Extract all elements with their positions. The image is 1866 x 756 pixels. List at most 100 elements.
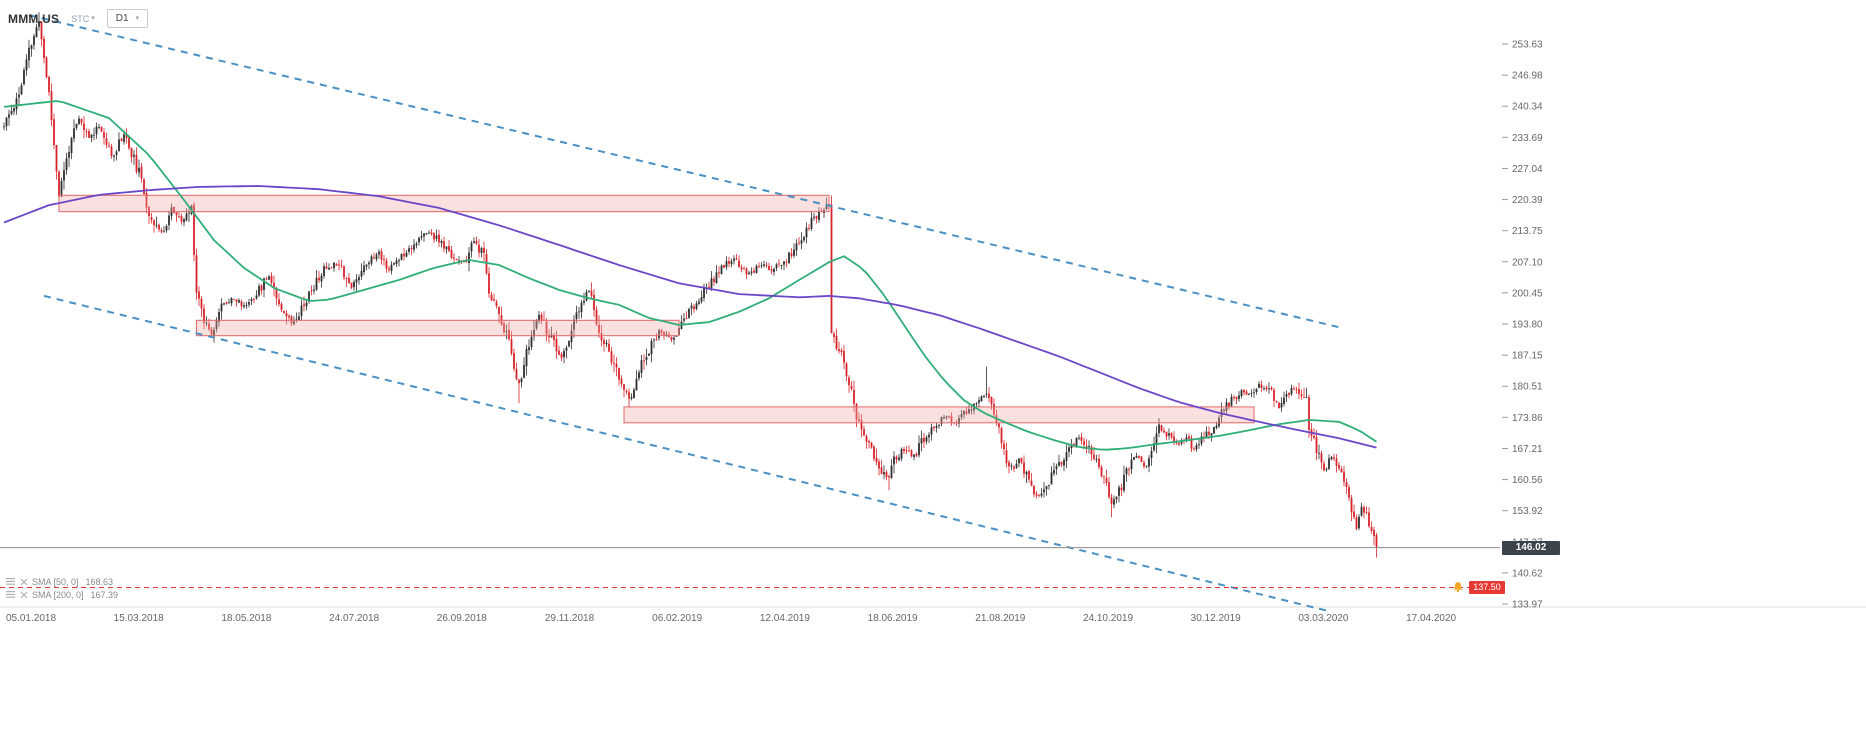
candle-body (1158, 424, 1160, 434)
candle-body (480, 247, 483, 253)
candle-body (260, 285, 263, 291)
candle-body (1175, 442, 1178, 444)
candle-body (20, 85, 23, 95)
candle-body (390, 264, 393, 271)
candle-body (1145, 465, 1148, 467)
candle-body (715, 272, 718, 283)
candle-body (450, 249, 453, 258)
candle-body (1365, 512, 1368, 514)
candle-body (1358, 516, 1360, 529)
candle-body (235, 299, 238, 302)
candle-body (670, 337, 673, 340)
alert-price-tag[interactable]: 137.50 (1469, 581, 1505, 594)
alert-bell-icon[interactable] (1452, 581, 1464, 593)
candle-body (720, 265, 723, 274)
candle-body (1348, 487, 1350, 498)
price-axis-label: 187.15 (1512, 351, 1543, 362)
candle-body (1168, 433, 1170, 436)
candle-body (1338, 464, 1340, 469)
candle-body (188, 212, 190, 214)
candle-body (363, 265, 365, 272)
candle-body (95, 126, 98, 135)
candle-body (870, 442, 873, 448)
candle-body (483, 247, 485, 253)
candle-body (453, 257, 455, 259)
indicator-remove-icon[interactable] (20, 591, 28, 599)
candle-body (648, 353, 650, 356)
candle-body (928, 434, 930, 438)
candle-body (498, 306, 500, 315)
trend-channel-lower[interactable] (43, 294, 1332, 613)
candle-body (868, 441, 870, 443)
candle-body (890, 465, 893, 479)
axes: 253.63 246.98 240.34 233.69 227.04 220.39 213.… (0, 40, 1866, 624)
candle-body (350, 282, 353, 288)
indicator-settings-icon[interactable] (6, 590, 16, 599)
date-axis-label: 24.10.2019 (1083, 613, 1133, 624)
candle-body (903, 449, 905, 452)
candle-body (223, 303, 225, 305)
candle-body (1035, 493, 1038, 496)
candle-body (1298, 388, 1300, 395)
candle-body (1275, 401, 1278, 402)
date-axis-label: 15.03.2018 (114, 613, 164, 624)
candle-body (598, 324, 600, 333)
candle-body (765, 264, 768, 266)
date-axis-label: 17.04.2020 (1406, 613, 1456, 624)
candle-body (900, 449, 903, 459)
candle-body (28, 47, 30, 61)
candle-body (1143, 462, 1145, 467)
resistance-zone[interactable] (196, 319, 680, 337)
candle-body (1040, 493, 1043, 496)
candle-body (710, 278, 713, 288)
candle-body (778, 263, 780, 265)
sma200-line[interactable] (3, 185, 1377, 449)
candle-body (238, 300, 240, 303)
timeframe-dropdown[interactable]: D1 ▾ (106, 9, 149, 28)
sma50-line[interactable] (3, 100, 1377, 451)
candle-body (520, 378, 523, 383)
candle-body (123, 134, 125, 142)
indicator-row-sma50: SMA [50, 0] 168.63 (6, 575, 118, 588)
candle-body (1318, 452, 1320, 454)
resistance-zone[interactable] (623, 406, 1255, 424)
candle-body (600, 333, 603, 341)
candle-body (688, 308, 690, 318)
candle-body (208, 323, 210, 330)
candle-body (613, 362, 615, 364)
exchange-dropdown[interactable]: STC ▾ (71, 14, 95, 24)
candle-body (635, 378, 638, 391)
candle-body (475, 240, 478, 244)
indicator-remove-icon[interactable] (20, 578, 28, 586)
candle-body (505, 330, 508, 332)
indicator-settings-icon[interactable] (6, 577, 16, 586)
candle-body (398, 260, 400, 262)
candle-body (1240, 390, 1243, 396)
candle-body (1085, 445, 1088, 447)
candle-body (1065, 452, 1068, 461)
candle-body (768, 265, 770, 271)
candle-body (108, 145, 110, 147)
candle-body (525, 348, 528, 367)
candle-body (585, 291, 588, 301)
candle-body (10, 111, 13, 114)
candle-body (1335, 458, 1338, 466)
candle-body (1313, 435, 1315, 438)
candle-body (493, 299, 495, 301)
candle-body (800, 240, 803, 244)
candle-body (843, 350, 845, 363)
candle-body (1265, 387, 1268, 390)
candle-body (1013, 466, 1015, 469)
candle-body (1093, 454, 1095, 459)
candle-body (53, 119, 55, 146)
candle-body (375, 254, 378, 260)
chart-toolbar: MMM.US STC ▾ D1 ▾ (8, 9, 149, 28)
date-axis-label: 26.09.2018 (437, 613, 487, 624)
candle-body (755, 265, 758, 273)
candle-body (990, 396, 993, 405)
candle-body (345, 278, 348, 279)
candle-body (1270, 387, 1273, 390)
trend-channel-upper[interactable] (28, 14, 1342, 329)
candle-body (893, 456, 895, 465)
